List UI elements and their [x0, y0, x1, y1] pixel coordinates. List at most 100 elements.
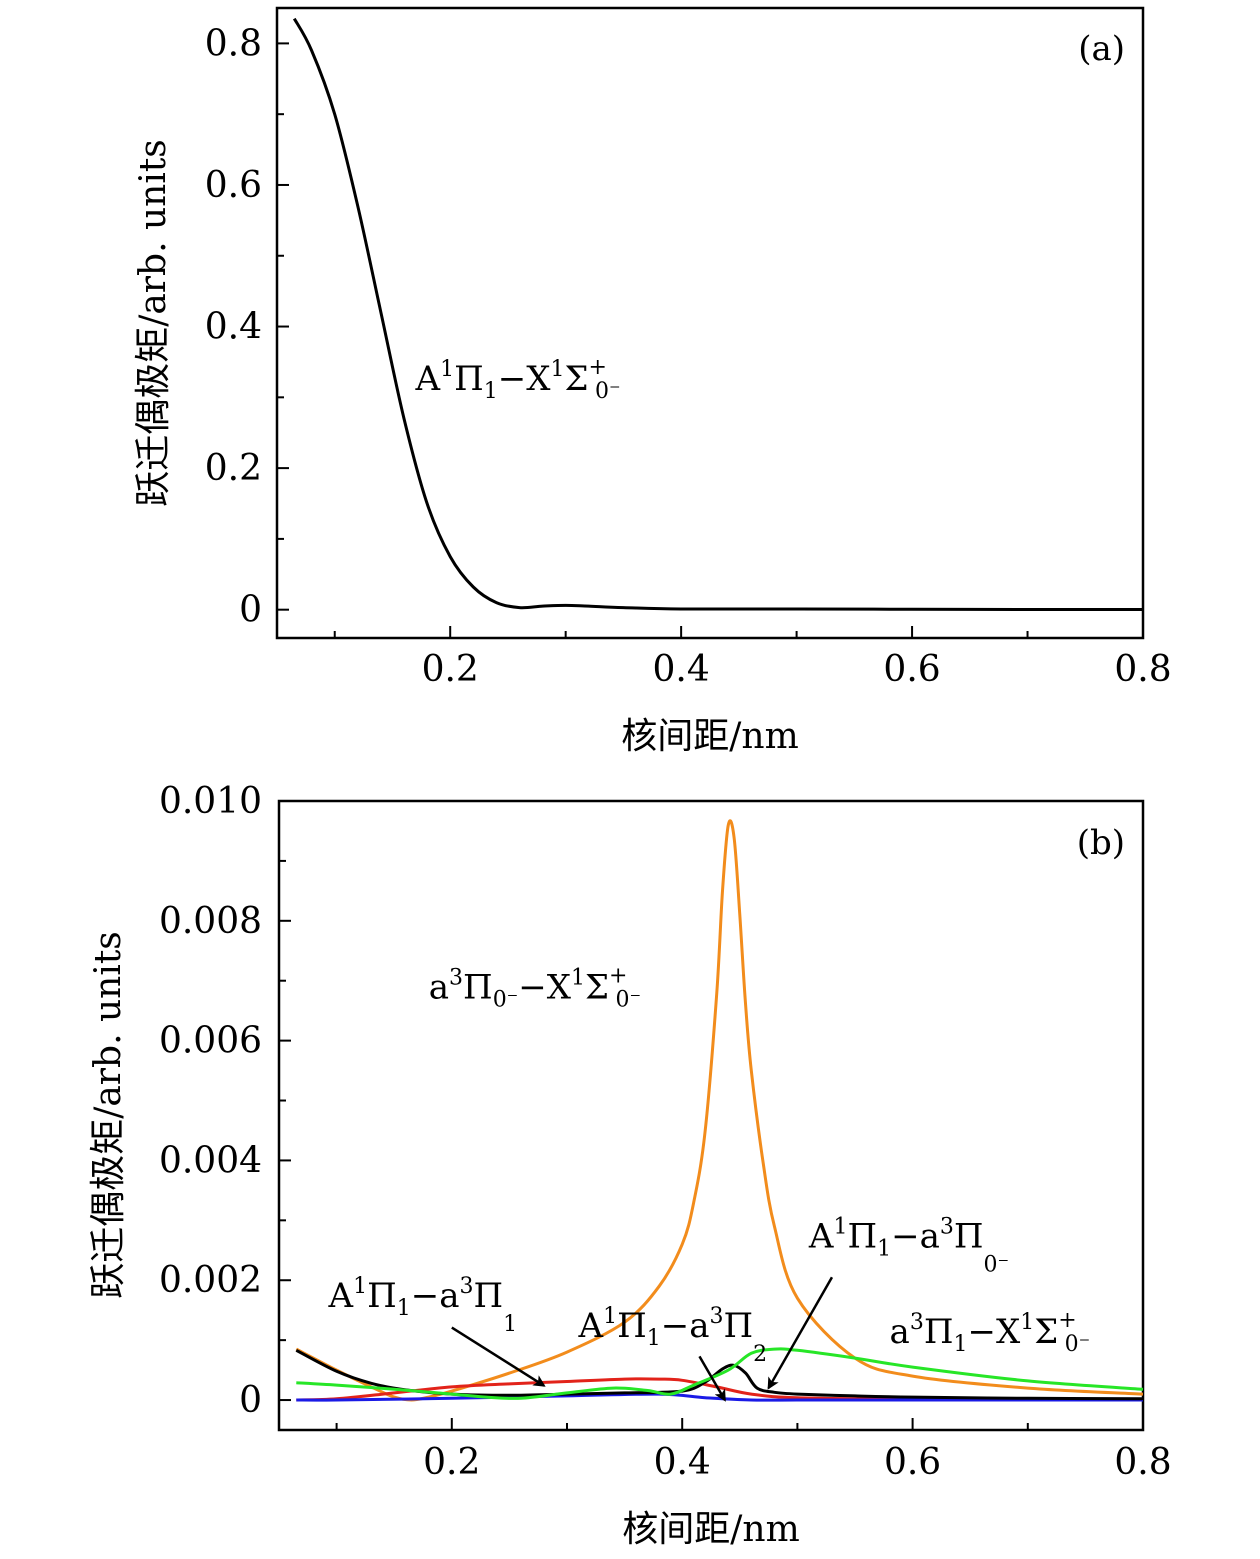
series-line-2	[296, 1392, 1143, 1402]
y-tick-label: 0.2	[205, 448, 262, 489]
label-part-sep: −a	[661, 1306, 710, 1346]
series-line-4	[296, 1347, 1144, 1400]
y-axis-label-b: 跃迁偶极矩/arb. units	[88, 931, 129, 1299]
curve-label: a3Π1−X1Σ+ 0⁻	[890, 1308, 1091, 1357]
label-part-sub3: 0⁻	[1065, 1332, 1091, 1357]
label-part-base: A	[578, 1306, 604, 1346]
label-part-sub1: 0⁻	[493, 988, 519, 1013]
plot-frame-b	[277, 799, 1145, 1432]
label-part-sub1: 1	[953, 1332, 967, 1357]
y-axis-label-a: 跃迁偶极矩/arb. units	[133, 139, 174, 507]
annotation-arrow	[451, 1326, 546, 1387]
ticks-b: 0.2 0.4 0.6 0.8 0 0.002 0.004 0.006 0.008 0.010	[159, 781, 1172, 1483]
panel-b: (b) 核间距/nm 跃迁偶极矩/arb. units 0.2 0.4 0.6 0.8…	[88, 781, 1172, 1550]
label-part-base: a	[890, 1312, 910, 1352]
series-line-0	[295, 819, 1144, 1402]
label-part-sup2: 1	[550, 357, 564, 382]
label-part-tail: Π	[724, 1306, 754, 1346]
label-part-sup1: 3	[910, 1310, 924, 1335]
x-tick-label: 0.6	[883, 649, 940, 690]
label-part-sep: −X	[967, 1312, 1020, 1352]
x-tick-label: 0.4	[653, 649, 710, 690]
curve-label: A1Π1−a3Π1	[328, 1274, 518, 1337]
y-tick-label: 0.4	[205, 307, 262, 348]
label-part-sub1: 1	[397, 1296, 411, 1321]
ticks-a: 0.2 0.4 0.6 0.8 0 0.2 0.4 0.6 0.8	[205, 23, 1172, 690]
curve-label: A1Π1−X1Σ+ 0⁻	[415, 355, 621, 404]
x-tick-label: 0.2	[423, 1442, 480, 1483]
label-part-sup2: 3	[460, 1274, 474, 1299]
label-part-mid: Π	[367, 1276, 397, 1316]
annotation-arrow	[767, 1276, 834, 1390]
label-part-sub3: 2	[753, 1342, 767, 1367]
y-tick-label: 0	[239, 1380, 262, 1421]
label-part-base: A	[808, 1216, 834, 1256]
curve-label: A1Π1−a3Π2	[578, 1304, 768, 1367]
label-part-sup3: +	[1058, 1308, 1076, 1333]
arrows-b	[451, 1276, 834, 1402]
label-part-base: a	[429, 968, 449, 1008]
y-tick-label: 0.8	[205, 23, 262, 64]
label-part-base: A	[415, 359, 441, 399]
panel-tag-b: (b)	[1077, 823, 1125, 863]
label-part-sup3: +	[589, 355, 607, 380]
label-part-sep: −X	[498, 359, 551, 399]
label-part-sub3: 0⁻	[984, 1252, 1010, 1277]
label-part-sup1: 1	[833, 1214, 847, 1239]
panel-tag-a: (a)	[1078, 29, 1125, 69]
label-part-sup2: 3	[710, 1304, 724, 1329]
y-tick-label: 0.002	[159, 1260, 262, 1301]
label-part-sup3: +	[609, 964, 627, 989]
curve-labels-b: a3Π0⁻−X1Σ+ 0⁻A1Π1−a3Π1 A1Π1−a3Π2A1Π1−a3Π0⁻…	[328, 964, 1091, 1367]
x-tick-label: 0.6	[884, 1442, 941, 1483]
curves-a	[292, 17, 1143, 611]
label-part-sup1: 1	[603, 1304, 617, 1329]
y-tick-label: 0.010	[159, 781, 262, 822]
label-part-sep: −a	[891, 1216, 940, 1256]
label-part-sub3: 0⁻	[595, 379, 621, 404]
label-part-sup2: 3	[940, 1214, 954, 1239]
label-part-sub1: 1	[877, 1236, 891, 1261]
label-part-sup2: 1	[1020, 1310, 1034, 1335]
curve-labels-a: A1Π1−X1Σ+ 0⁻	[415, 355, 621, 404]
label-part-tail: Π	[954, 1216, 984, 1256]
x-tick-label: 0.4	[654, 1442, 711, 1483]
label-part-base: A	[328, 1276, 354, 1316]
label-part-mid: Π	[617, 1306, 647, 1346]
y-tick-label: 0.006	[159, 1021, 262, 1062]
x-tick-label: 0.2	[422, 649, 479, 690]
label-part-sep: −X	[518, 968, 571, 1008]
curves-b	[295, 819, 1144, 1402]
label-part-sub3: 0⁻	[615, 988, 641, 1013]
label-part-sub1: 1	[647, 1326, 661, 1351]
x-axis-label-b: 核间距/nm	[622, 1509, 799, 1550]
curve-label: A1Π1−a3Π0⁻	[808, 1214, 1009, 1277]
x-axis-label-a: 核间距/nm	[621, 716, 798, 757]
y-tick-label: 0.008	[159, 901, 262, 942]
y-tick-label: 0	[239, 590, 262, 631]
label-part-mid: Π	[847, 1216, 877, 1256]
label-part-tail: Σ	[564, 359, 588, 399]
curve-label: a3Π0⁻−X1Σ+ 0⁻	[429, 964, 641, 1013]
label-part-sup1: 1	[440, 357, 454, 382]
label-part-mid: Π	[924, 1312, 954, 1352]
series-line-0	[292, 17, 1143, 611]
annotation-arrow	[698, 1355, 726, 1402]
label-part-sup1: 3	[449, 966, 463, 991]
label-part-tail: Π	[474, 1276, 504, 1316]
label-part-mid: Π	[463, 968, 493, 1008]
label-part-sub3: 1	[503, 1312, 517, 1337]
plot-frame-a	[275, 6, 1145, 640]
x-tick-label: 0.8	[1114, 649, 1171, 690]
label-part-sup2: 1	[571, 966, 585, 991]
label-part-sup1: 1	[353, 1274, 367, 1299]
y-tick-label: 0.004	[159, 1140, 262, 1181]
x-tick-label: 0.8	[1114, 1442, 1171, 1483]
panel-a: (a) 核间距/nm 跃迁偶极矩/arb. units 0.2 0.4 0.6 0.8…	[133, 6, 1172, 757]
y-tick-label: 0.6	[205, 165, 262, 206]
label-part-sep: −a	[411, 1276, 460, 1316]
label-part-tail: Σ	[585, 968, 609, 1008]
label-part-tail: Σ	[1034, 1312, 1058, 1352]
label-part-mid: Π	[454, 359, 484, 399]
